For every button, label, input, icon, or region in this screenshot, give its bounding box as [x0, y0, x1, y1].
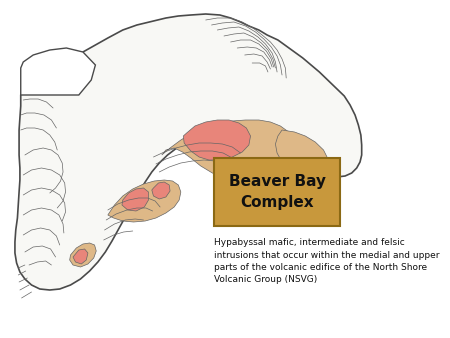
- Polygon shape: [70, 243, 96, 267]
- Polygon shape: [275, 130, 328, 177]
- Polygon shape: [162, 120, 299, 182]
- Polygon shape: [73, 249, 88, 264]
- Polygon shape: [21, 48, 95, 95]
- Polygon shape: [108, 180, 181, 222]
- Text: Hypabyssal mafic, intermediate and felsic
intrusions that occur within the media: Hypabyssal mafic, intermediate and felsi…: [214, 238, 440, 285]
- Polygon shape: [122, 188, 148, 211]
- Polygon shape: [15, 14, 362, 290]
- Polygon shape: [152, 182, 170, 199]
- FancyBboxPatch shape: [214, 158, 340, 226]
- Polygon shape: [183, 120, 251, 160]
- Text: Beaver Bay
Complex: Beaver Bay Complex: [229, 174, 325, 210]
